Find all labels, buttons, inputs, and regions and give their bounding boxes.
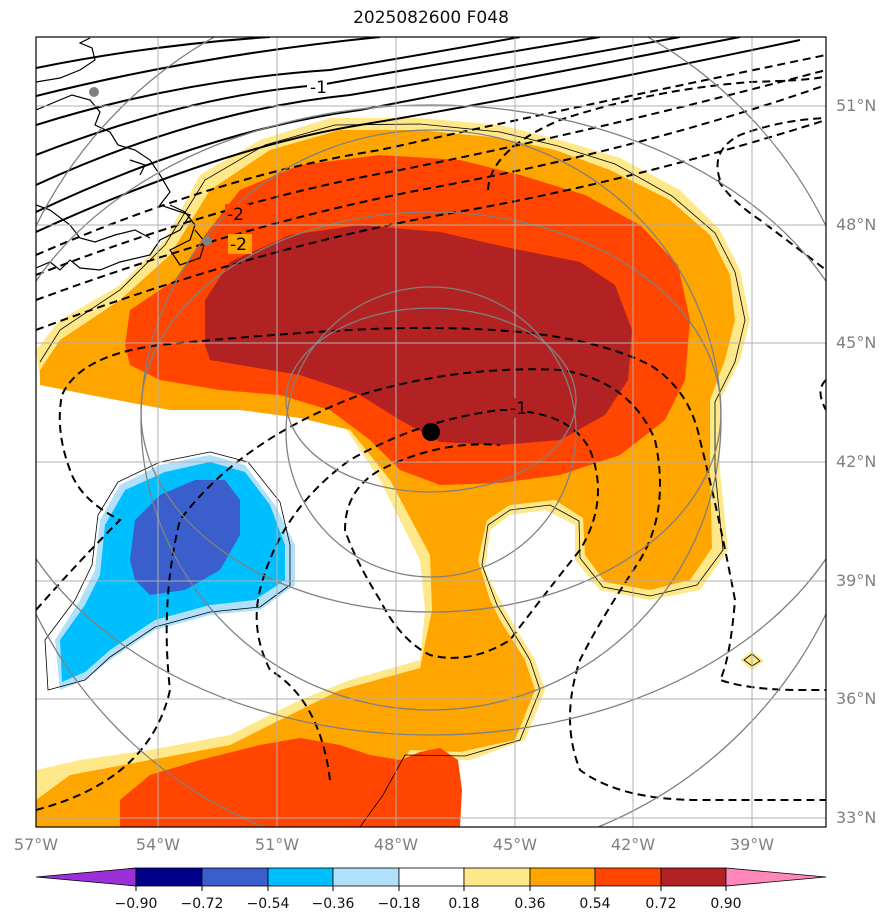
- station-marker: [89, 87, 99, 97]
- colorbar: [35, 867, 827, 891]
- colorbar-segment: [463, 867, 531, 887]
- lon-label: 51°W: [254, 835, 300, 854]
- center-marker: [422, 423, 440, 441]
- lon-label: 57°W: [13, 835, 59, 854]
- contour-label: -1: [510, 399, 527, 419]
- colorbar-segment: [201, 867, 269, 887]
- map-fields: [36, 37, 826, 827]
- lon-label: 42°W: [610, 835, 656, 854]
- lat-label: 51°N: [836, 96, 877, 115]
- lon-label: 45°W: [492, 835, 538, 854]
- colorbar-tick-label: −0.18: [377, 896, 421, 912]
- distance-rings: [36, 37, 826, 827]
- lat-label: 48°N: [836, 215, 877, 234]
- anomaly-outline: [39, 123, 746, 827]
- colorbar-tick-label: 0.90: [710, 896, 742, 912]
- colorbar-tick-label: −0.72: [180, 896, 224, 912]
- colorbar-tick-label: −0.36: [311, 896, 355, 912]
- lon-label: 54°W: [135, 835, 181, 854]
- map-frame: [35, 36, 827, 828]
- colorbar-tick-label: −0.54: [246, 896, 290, 912]
- lat-label: 33°N: [836, 808, 877, 827]
- colorbar-tick-label: 0.36: [514, 896, 546, 912]
- colorbar-tick-label: −0.90: [114, 896, 158, 912]
- solid-contours: [36, 37, 801, 233]
- colorbar-tick-label: 0.54: [579, 896, 611, 912]
- lat-label: 36°N: [836, 689, 877, 708]
- colorbar-segment: [135, 867, 203, 887]
- colorbar-extend-low: [35, 867, 137, 887]
- colorbar-tick-label: 0.72: [645, 896, 677, 912]
- contour-label-group: -1 -2 -2 -1: [225, 76, 527, 419]
- station-marker: [202, 236, 212, 246]
- contour-label: -2: [230, 235, 247, 255]
- lon-label: 48°W: [373, 835, 419, 854]
- contour-label: -2: [227, 205, 244, 225]
- lat-label: 42°N: [836, 452, 877, 471]
- lat-label: 45°N: [836, 333, 877, 352]
- anomaly-outline-small: [743, 653, 761, 667]
- dashed-contours: [36, 54, 826, 811]
- anomaly-outline-neg: [44, 451, 291, 691]
- colorbar-segment: [594, 867, 662, 887]
- gridlines: [36, 37, 826, 827]
- anomaly-fill-0.54-south: [120, 738, 462, 827]
- anomaly-fill-0.72: [205, 225, 632, 445]
- colorbar-segment: [529, 867, 596, 887]
- contour-label: -1: [310, 78, 327, 98]
- colorbar-tick-label: 0.18: [448, 896, 480, 912]
- colorbar-extend-high: [725, 867, 827, 887]
- colorbar-segment: [660, 867, 727, 887]
- lon-label: 39°W: [729, 835, 775, 854]
- colorbar-segment: [332, 867, 400, 887]
- colorbar-segment: [267, 867, 334, 887]
- colorbar-segment: [398, 867, 465, 887]
- map-title: 2025082600 F048: [353, 8, 509, 28]
- lat-label: 39°N: [836, 571, 877, 590]
